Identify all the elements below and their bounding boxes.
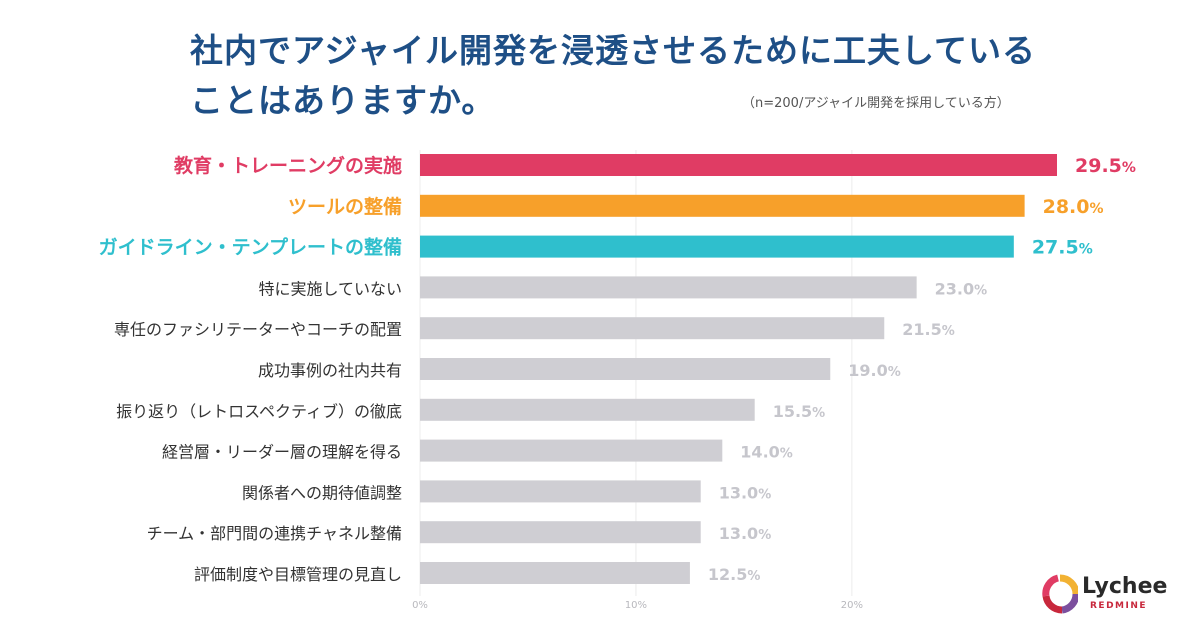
category-label-8: 関係者への期待値調整 (242, 483, 402, 502)
chart-title: 社内でアジャイル開発を浸透させるために工夫している ことはありますか。 (190, 26, 1036, 126)
bar-1 (420, 194, 1025, 217)
value-label-7: 14.0% (740, 443, 793, 462)
bar-6 (420, 398, 755, 421)
category-label-1: ツールの整備 (288, 195, 402, 218)
sample-note: （n=200/アジャイル開発を採用している方） (742, 96, 1010, 111)
category-label-5: 成功事例の社内共有 (258, 361, 402, 380)
x-tick-label-1: 10% (625, 600, 647, 611)
bar-8 (420, 480, 701, 503)
brand-logo: Lychee REDMINE (1042, 572, 1187, 618)
category-label-6: 振り返り（レトロスペクティブ）の徹底 (116, 402, 402, 421)
category-label-4: 専任のファシリテーターやコーチの配置 (114, 320, 402, 339)
bar-5 (420, 358, 831, 380)
value-label-4: 21.5% (902, 320, 955, 339)
value-label-10: 12.5% (708, 565, 761, 584)
x-tick-label-2: 20% (841, 600, 863, 611)
bar-9 (420, 521, 701, 544)
category-label-10: 評価制度や目標管理の見直し (194, 565, 402, 584)
chart-title-line-2: ことはありますか。 (190, 81, 496, 120)
value-label-9: 13.0% (719, 524, 772, 543)
value-label-2: 27.5% (1032, 237, 1093, 259)
category-label-7: 経営層・リーダー層の理解を得る (162, 443, 402, 462)
bar-3 (420, 276, 917, 299)
brand-word: Lychee (1082, 574, 1168, 599)
value-label-5: 19.0% (848, 361, 901, 380)
category-label-3: 特に実施していない (258, 279, 402, 298)
bar-7 (420, 439, 723, 462)
value-label-6: 15.5% (773, 402, 826, 421)
category-label-9: チーム・部門間の連携チャネル整備 (147, 524, 402, 543)
x-tick-label-0: 0% (412, 600, 428, 611)
value-label-0: 29.5% (1075, 155, 1136, 177)
value-label-1: 28.0% (1043, 196, 1104, 218)
lychee-logo-icon (1042, 574, 1078, 614)
bar-0 (420, 154, 1057, 176)
bar-2 (420, 235, 1014, 258)
category-label-2: ガイドライン・テンプレートの整備 (99, 236, 402, 259)
bar-4 (420, 317, 885, 340)
value-label-3: 23.0% (935, 279, 988, 298)
bar-10 (420, 562, 690, 584)
value-label-8: 13.0% (719, 483, 772, 502)
category-label-0: 教育・トレーニングの実施 (174, 154, 402, 177)
brand-sub: REDMINE (1090, 601, 1148, 611)
chart-title-line-1: 社内でアジャイル開発を浸透させるために工夫している (190, 31, 1037, 70)
